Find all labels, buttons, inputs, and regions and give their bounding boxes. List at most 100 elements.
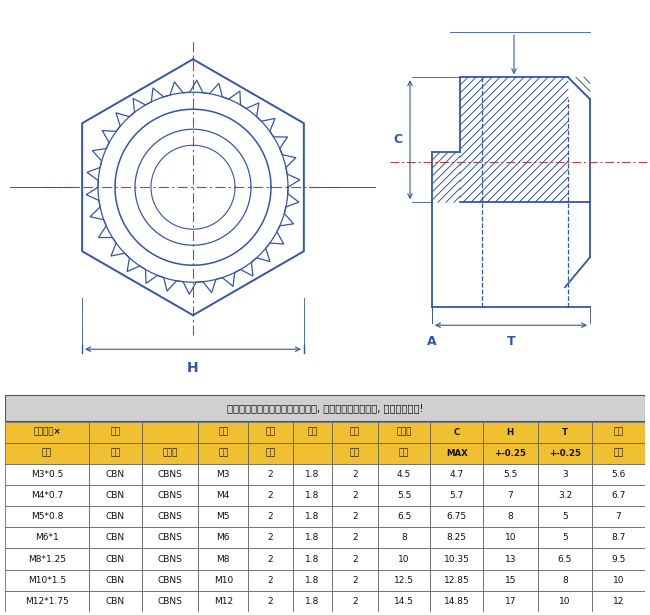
- Text: 2: 2: [268, 533, 274, 542]
- FancyBboxPatch shape: [483, 549, 538, 569]
- Text: 10: 10: [504, 533, 516, 542]
- FancyBboxPatch shape: [293, 464, 332, 485]
- Text: 3: 3: [562, 470, 568, 479]
- FancyBboxPatch shape: [430, 485, 483, 506]
- FancyBboxPatch shape: [248, 464, 293, 485]
- Text: 板厚: 板厚: [350, 449, 360, 458]
- FancyBboxPatch shape: [248, 421, 293, 443]
- FancyBboxPatch shape: [430, 464, 483, 485]
- Text: M3: M3: [216, 470, 230, 479]
- FancyBboxPatch shape: [378, 443, 430, 464]
- Text: 3.2: 3.2: [558, 491, 572, 500]
- Text: T: T: [507, 335, 515, 348]
- Text: 1.8: 1.8: [306, 491, 320, 500]
- Text: M12*1.75: M12*1.75: [25, 597, 69, 606]
- FancyBboxPatch shape: [293, 527, 332, 549]
- Text: 9.5: 9.5: [612, 555, 626, 563]
- FancyBboxPatch shape: [293, 421, 332, 443]
- Text: 14.85: 14.85: [444, 597, 469, 606]
- Text: 2: 2: [352, 470, 358, 479]
- FancyBboxPatch shape: [142, 549, 198, 569]
- FancyBboxPatch shape: [293, 443, 332, 464]
- FancyBboxPatch shape: [592, 443, 645, 464]
- FancyBboxPatch shape: [378, 485, 430, 506]
- FancyBboxPatch shape: [89, 421, 142, 443]
- FancyBboxPatch shape: [293, 569, 332, 591]
- Text: M10: M10: [214, 576, 233, 585]
- Text: CBN: CBN: [106, 512, 125, 522]
- FancyBboxPatch shape: [592, 527, 645, 549]
- Text: 7: 7: [508, 491, 513, 500]
- FancyBboxPatch shape: [89, 485, 142, 506]
- FancyBboxPatch shape: [538, 506, 592, 527]
- Text: 最大: 最大: [307, 427, 318, 437]
- Text: 2: 2: [352, 597, 358, 606]
- FancyBboxPatch shape: [592, 506, 645, 527]
- FancyBboxPatch shape: [89, 506, 142, 527]
- FancyBboxPatch shape: [592, 464, 645, 485]
- Text: CBN: CBN: [106, 597, 125, 606]
- FancyBboxPatch shape: [483, 506, 538, 527]
- FancyBboxPatch shape: [483, 464, 538, 485]
- FancyBboxPatch shape: [538, 485, 592, 506]
- Text: M3*0.5: M3*0.5: [31, 470, 63, 479]
- FancyBboxPatch shape: [332, 485, 378, 506]
- FancyBboxPatch shape: [248, 569, 293, 591]
- Text: 1.8: 1.8: [306, 597, 320, 606]
- FancyBboxPatch shape: [538, 569, 592, 591]
- Text: A: A: [427, 335, 437, 348]
- FancyBboxPatch shape: [430, 569, 483, 591]
- FancyBboxPatch shape: [5, 485, 89, 506]
- FancyBboxPatch shape: [293, 549, 332, 569]
- Text: 10.35: 10.35: [444, 555, 469, 563]
- FancyBboxPatch shape: [483, 591, 538, 612]
- Text: M8: M8: [216, 555, 230, 563]
- FancyBboxPatch shape: [198, 421, 248, 443]
- FancyBboxPatch shape: [142, 569, 198, 591]
- Text: CBNS: CBNS: [157, 597, 183, 606]
- FancyBboxPatch shape: [538, 549, 592, 569]
- Text: 最小: 最小: [614, 427, 623, 437]
- FancyBboxPatch shape: [538, 527, 592, 549]
- Text: M12: M12: [214, 597, 233, 606]
- FancyBboxPatch shape: [198, 485, 248, 506]
- Text: 6.7: 6.7: [612, 491, 626, 500]
- Text: M10*1.5: M10*1.5: [28, 576, 66, 585]
- Text: 板安装: 板安装: [396, 427, 412, 437]
- FancyBboxPatch shape: [332, 443, 378, 464]
- FancyBboxPatch shape: [483, 485, 538, 506]
- Text: 螺矩: 螺矩: [42, 449, 52, 458]
- FancyBboxPatch shape: [378, 421, 430, 443]
- FancyBboxPatch shape: [483, 421, 538, 443]
- Text: C: C: [454, 427, 460, 437]
- Text: 8.25: 8.25: [447, 533, 467, 542]
- FancyBboxPatch shape: [430, 421, 483, 443]
- FancyBboxPatch shape: [332, 506, 378, 527]
- Text: 1.8: 1.8: [306, 512, 320, 522]
- Text: 型号: 型号: [111, 427, 120, 437]
- FancyBboxPatch shape: [332, 549, 378, 569]
- FancyBboxPatch shape: [142, 506, 198, 527]
- Text: CBN: CBN: [106, 470, 125, 479]
- FancyBboxPatch shape: [248, 443, 293, 464]
- FancyBboxPatch shape: [5, 506, 89, 527]
- FancyBboxPatch shape: [332, 527, 378, 549]
- FancyBboxPatch shape: [483, 443, 538, 464]
- Text: M8*1.25: M8*1.25: [28, 555, 66, 563]
- Text: 7: 7: [616, 512, 621, 522]
- FancyBboxPatch shape: [592, 591, 645, 612]
- FancyBboxPatch shape: [142, 464, 198, 485]
- Text: 规格: 规格: [266, 427, 276, 437]
- Text: 5.6: 5.6: [612, 470, 626, 479]
- Text: 5.5: 5.5: [503, 470, 517, 479]
- Text: 8.7: 8.7: [612, 533, 626, 542]
- Text: 2: 2: [352, 576, 358, 585]
- FancyBboxPatch shape: [483, 569, 538, 591]
- Text: 2: 2: [268, 597, 274, 606]
- FancyBboxPatch shape: [5, 443, 89, 464]
- Text: 6.5: 6.5: [397, 512, 411, 522]
- Text: M5: M5: [216, 512, 230, 522]
- FancyBboxPatch shape: [89, 443, 142, 464]
- FancyBboxPatch shape: [378, 506, 430, 527]
- FancyBboxPatch shape: [142, 591, 198, 612]
